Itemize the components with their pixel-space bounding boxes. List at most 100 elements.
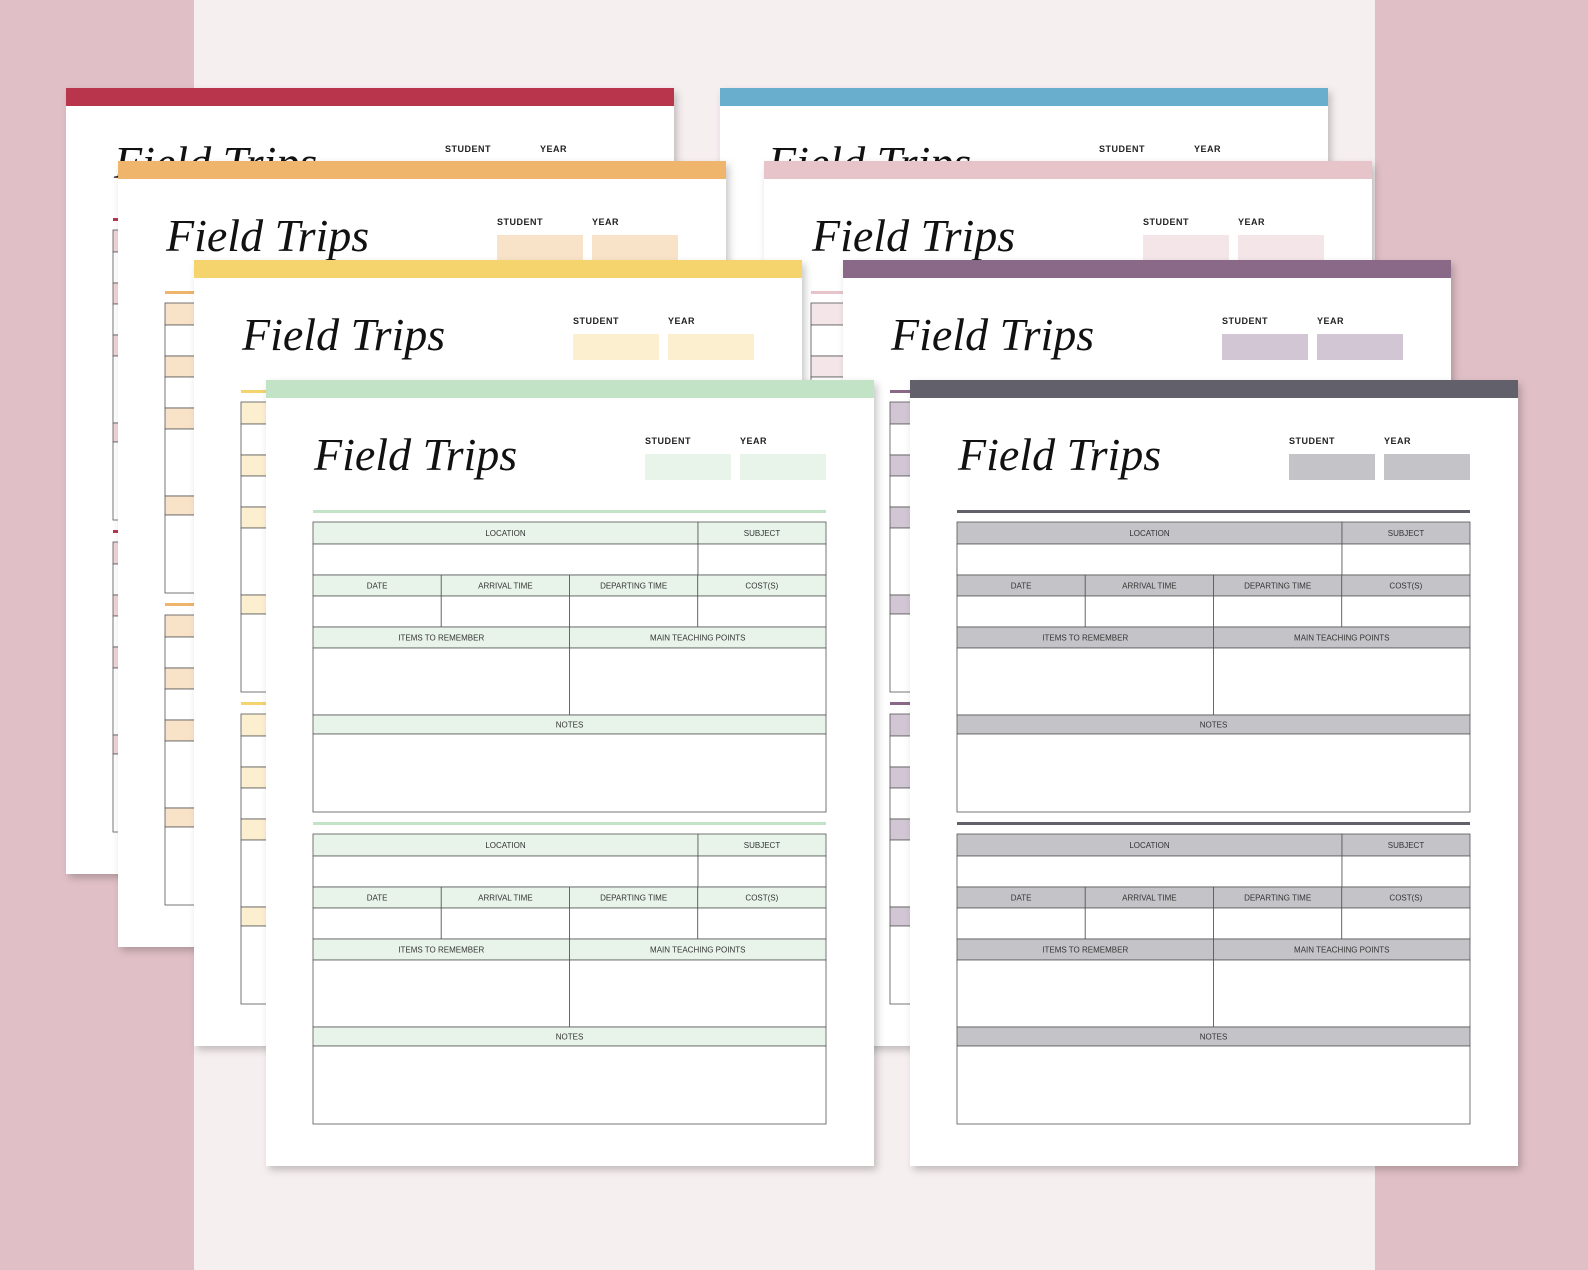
entry-cell xyxy=(312,733,827,813)
header-label: DATE xyxy=(1011,894,1032,903)
entry-cell xyxy=(1213,595,1343,628)
year-label: YEAR xyxy=(1384,436,1411,446)
header-label: SUBJECT xyxy=(744,529,781,538)
top-bar xyxy=(266,380,874,398)
year-label: YEAR xyxy=(1194,144,1221,154)
entry-cell xyxy=(569,647,827,716)
entry-cell xyxy=(956,595,1086,628)
top-bar xyxy=(910,380,1518,398)
year-box xyxy=(1238,235,1324,261)
student-box xyxy=(1289,454,1375,480)
header-label: DATE xyxy=(367,582,388,591)
student-box xyxy=(1143,235,1229,261)
header-label: MAIN TEACHING POINTS xyxy=(1294,946,1389,955)
entry-cell xyxy=(569,907,699,940)
header-label: ARRIVAL TIME xyxy=(478,894,533,903)
entry-cell xyxy=(1213,647,1471,716)
header-label: COST(S) xyxy=(745,582,778,591)
header-label: LOCATION xyxy=(1129,841,1170,850)
header-label: NOTES xyxy=(556,1033,584,1042)
entry-cell xyxy=(956,855,1343,888)
sheet: Field Trips STUDENT YEAR LOCATION SUBJECT DAT… xyxy=(910,380,1518,1166)
student-label: STUDENT xyxy=(1222,316,1268,326)
entry-cell xyxy=(312,647,570,716)
header-label: ITEMS TO REMEMBER xyxy=(398,946,484,955)
student-label: STUDENT xyxy=(1099,144,1145,154)
section-rule xyxy=(313,510,826,513)
entry-cell xyxy=(440,595,570,628)
entry-cell xyxy=(1084,907,1214,940)
entry-cell xyxy=(697,907,827,940)
header-label: COST(S) xyxy=(1389,894,1422,903)
top-bar xyxy=(66,88,674,106)
top-bar xyxy=(720,88,1328,106)
header-label: SUBJECT xyxy=(1388,529,1425,538)
header-label: DEPARTING TIME xyxy=(600,582,667,591)
year-label: YEAR xyxy=(1317,316,1344,326)
student-box xyxy=(573,334,659,360)
header-label: ITEMS TO REMEMBER xyxy=(1042,946,1128,955)
header-label: MAIN TEACHING POINTS xyxy=(1294,634,1389,643)
year-box xyxy=(1384,454,1470,480)
header-label: ARRIVAL TIME xyxy=(478,582,533,591)
entry-cell xyxy=(312,543,699,576)
entry-cell xyxy=(697,543,827,576)
student-box xyxy=(1222,334,1308,360)
sheet-title: Field Trips xyxy=(313,429,517,480)
header-label: ITEMS TO REMEMBER xyxy=(1042,634,1128,643)
entry-cell xyxy=(312,1045,827,1125)
header-label: SUBJECT xyxy=(744,841,781,850)
year-label: YEAR xyxy=(540,144,567,154)
sheet-title: Field Trips xyxy=(241,309,445,360)
entry-cell xyxy=(956,647,1214,716)
sheet-title: Field Trips xyxy=(165,210,369,261)
sheet-title: Field Trips xyxy=(890,309,1094,360)
entry-cell xyxy=(697,855,827,888)
student-box xyxy=(497,235,583,261)
entry-cell xyxy=(312,595,442,628)
top-bar xyxy=(194,260,802,278)
year-label: YEAR xyxy=(592,217,619,227)
student-label: STUDENT xyxy=(445,144,491,154)
entry-cell xyxy=(1341,595,1471,628)
header-label: ARRIVAL TIME xyxy=(1122,894,1177,903)
entry-cell xyxy=(569,959,827,1028)
header-label: LOCATION xyxy=(1129,529,1170,538)
header-label: MAIN TEACHING POINTS xyxy=(650,946,745,955)
entry-cell xyxy=(697,595,827,628)
year-box xyxy=(592,235,678,261)
year-box xyxy=(668,334,754,360)
sheet-title: Field Trips xyxy=(957,429,1161,480)
header-label: SUBJECT xyxy=(1388,841,1425,850)
top-bar xyxy=(843,260,1451,278)
header-label: DATE xyxy=(367,894,388,903)
entry-cell xyxy=(956,543,1343,576)
header-label: ITEMS TO REMEMBER xyxy=(398,634,484,643)
section-rule xyxy=(957,510,1470,513)
student-label: STUDENT xyxy=(497,217,543,227)
entry-cell xyxy=(312,855,699,888)
entry-cell xyxy=(956,907,1086,940)
header-label: DEPARTING TIME xyxy=(1244,894,1311,903)
entry-cell xyxy=(569,595,699,628)
entry-cell xyxy=(1084,595,1214,628)
student-box xyxy=(645,454,731,480)
entry-cell xyxy=(1341,543,1471,576)
header-label: ARRIVAL TIME xyxy=(1122,582,1177,591)
section-rule xyxy=(957,822,1470,825)
entry-cell xyxy=(1213,907,1343,940)
entry-cell xyxy=(956,959,1214,1028)
student-label: STUDENT xyxy=(573,316,619,326)
header-label: NOTES xyxy=(1200,721,1228,730)
header-label: COST(S) xyxy=(745,894,778,903)
year-label: YEAR xyxy=(740,436,767,446)
entry-cell xyxy=(1341,907,1471,940)
section-rule xyxy=(313,822,826,825)
entry-cell xyxy=(312,959,570,1028)
entry-cell xyxy=(1341,855,1471,888)
header-label: LOCATION xyxy=(485,841,526,850)
top-bar xyxy=(764,161,1372,179)
year-label: YEAR xyxy=(668,316,695,326)
header-label: LOCATION xyxy=(485,529,526,538)
